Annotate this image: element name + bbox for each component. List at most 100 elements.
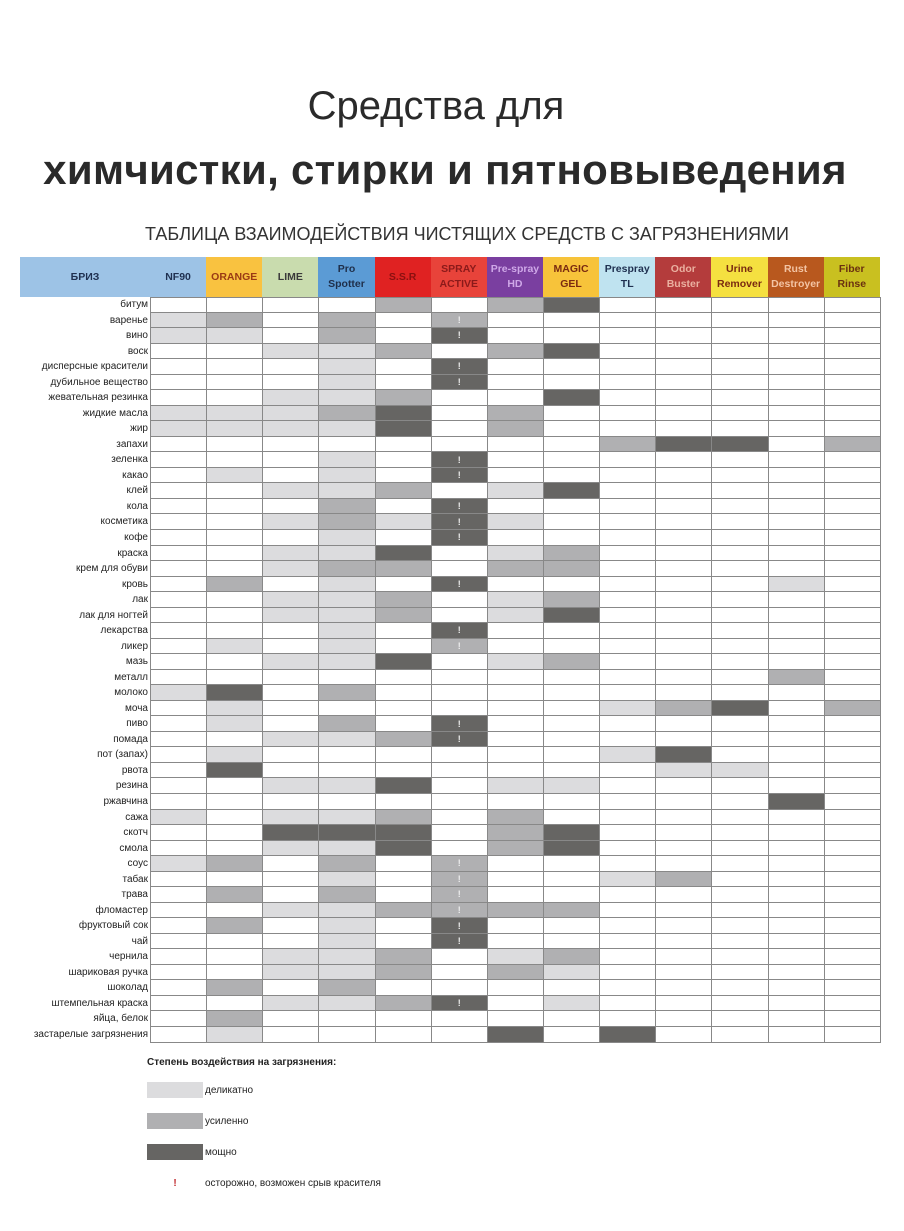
- level-cell: [319, 654, 376, 670]
- column-header: Pro Spotter: [318, 257, 375, 297]
- level-cell: [207, 374, 264, 391]
- level-cell: [263, 1026, 320, 1043]
- level-cell: [431, 700, 488, 717]
- level-cell: [319, 452, 376, 468]
- row-label: жидкие масла: [82, 407, 148, 419]
- level-cell: [375, 918, 432, 934]
- level-cell: [487, 716, 544, 732]
- level-cell: [319, 980, 376, 996]
- level-cell: [768, 902, 825, 919]
- level-cell: [543, 747, 601, 763]
- warning-icon: !: [457, 873, 461, 884]
- level-cell: [768, 359, 825, 375]
- level-cell: [543, 343, 601, 360]
- level-cell: [263, 374, 320, 391]
- level-cell: [375, 731, 432, 748]
- level-cell: [824, 638, 881, 655]
- level-cell: [824, 561, 881, 577]
- level-cell: [656, 545, 713, 562]
- level-cell: [431, 436, 488, 453]
- level-cell: [375, 794, 432, 810]
- warning-icon: !: [457, 640, 461, 651]
- table-row: дубильное вещество!: [20, 374, 881, 391]
- level-cell: [151, 390, 208, 406]
- level-cell: [375, 825, 432, 841]
- level-cell: [712, 794, 769, 810]
- column-header: Rust Destroyer: [767, 257, 824, 297]
- row-label: яйца, белок: [93, 1013, 148, 1025]
- level-cell: [600, 390, 657, 406]
- level-cell: [375, 747, 432, 763]
- level-cell: [824, 856, 881, 872]
- column-header: Pre-spray HD: [486, 257, 543, 297]
- level-cell: [263, 343, 320, 360]
- level-cell: [487, 731, 544, 748]
- level-cell: [824, 1011, 881, 1027]
- level-cell: [207, 298, 264, 313]
- level-cell: [375, 809, 432, 826]
- level-cell: [600, 561, 657, 577]
- level-cell: [263, 467, 320, 484]
- level-cell: [824, 762, 881, 779]
- level-cell: [543, 576, 601, 593]
- level-cell: [768, 840, 825, 857]
- level-cell: [151, 716, 208, 732]
- level-cell: [824, 405, 881, 422]
- level-cell: [319, 436, 376, 453]
- level-cell: [431, 794, 488, 810]
- level-cell: [600, 995, 657, 1012]
- level-cell: [768, 623, 825, 639]
- warning-icon: !: [457, 718, 461, 729]
- level-cell: [712, 390, 769, 406]
- table-row: помада!: [20, 731, 881, 748]
- level-cell: [151, 638, 208, 655]
- level-cell: [375, 436, 432, 453]
- warning-icon: !: [457, 314, 461, 325]
- level-cell: [487, 638, 544, 655]
- level-cell: [431, 685, 488, 701]
- row-label: ликер: [120, 640, 148, 652]
- level-cell: [712, 685, 769, 701]
- level-cell: [600, 359, 657, 375]
- level-cell: [207, 980, 264, 996]
- level-cell: [600, 840, 657, 857]
- level-cell: [319, 545, 376, 562]
- table-row: воск: [20, 343, 881, 360]
- level-cell: !: [431, 498, 488, 515]
- level-cell: [207, 343, 264, 360]
- level-cell: [600, 669, 657, 686]
- table-row: кофе!: [20, 529, 881, 546]
- level-cell: [543, 980, 601, 996]
- level-cell: [263, 312, 320, 329]
- level-cell: [375, 405, 432, 422]
- table-row: молоко: [20, 685, 881, 701]
- level-cell: [263, 933, 320, 950]
- level-cell: [487, 887, 544, 903]
- level-cell: [375, 514, 432, 530]
- level-cell: [487, 514, 544, 530]
- level-cell: [151, 887, 208, 903]
- level-cell: [656, 731, 713, 748]
- level-cell: [207, 778, 264, 794]
- level-cell: [319, 421, 376, 437]
- level-cell: [768, 747, 825, 763]
- level-cell: [207, 933, 264, 950]
- level-cell: [151, 825, 208, 841]
- row-label: застарелые загрязнения: [33, 1028, 148, 1040]
- level-cell: [375, 561, 432, 577]
- level-cell: [151, 685, 208, 701]
- column-header: MAGIC GEL: [542, 257, 600, 297]
- row-label: дисперсные красители: [41, 361, 148, 373]
- level-cell: [768, 654, 825, 670]
- level-cell: [207, 436, 264, 453]
- level-cell: [600, 623, 657, 639]
- level-cell: [712, 421, 769, 437]
- level-cell: [487, 498, 544, 515]
- level-cell: [263, 685, 320, 701]
- level-cell: [319, 561, 376, 577]
- level-cell: [487, 390, 544, 406]
- table-subtitle: ТАБЛИЦА ВЗАИМОДЕЙСТВИЯ ЧИСТЯЩИХ СРЕДСТВ …: [145, 224, 789, 244]
- level-cell: [487, 918, 544, 934]
- level-cell: [375, 467, 432, 484]
- level-cell: [151, 1011, 208, 1027]
